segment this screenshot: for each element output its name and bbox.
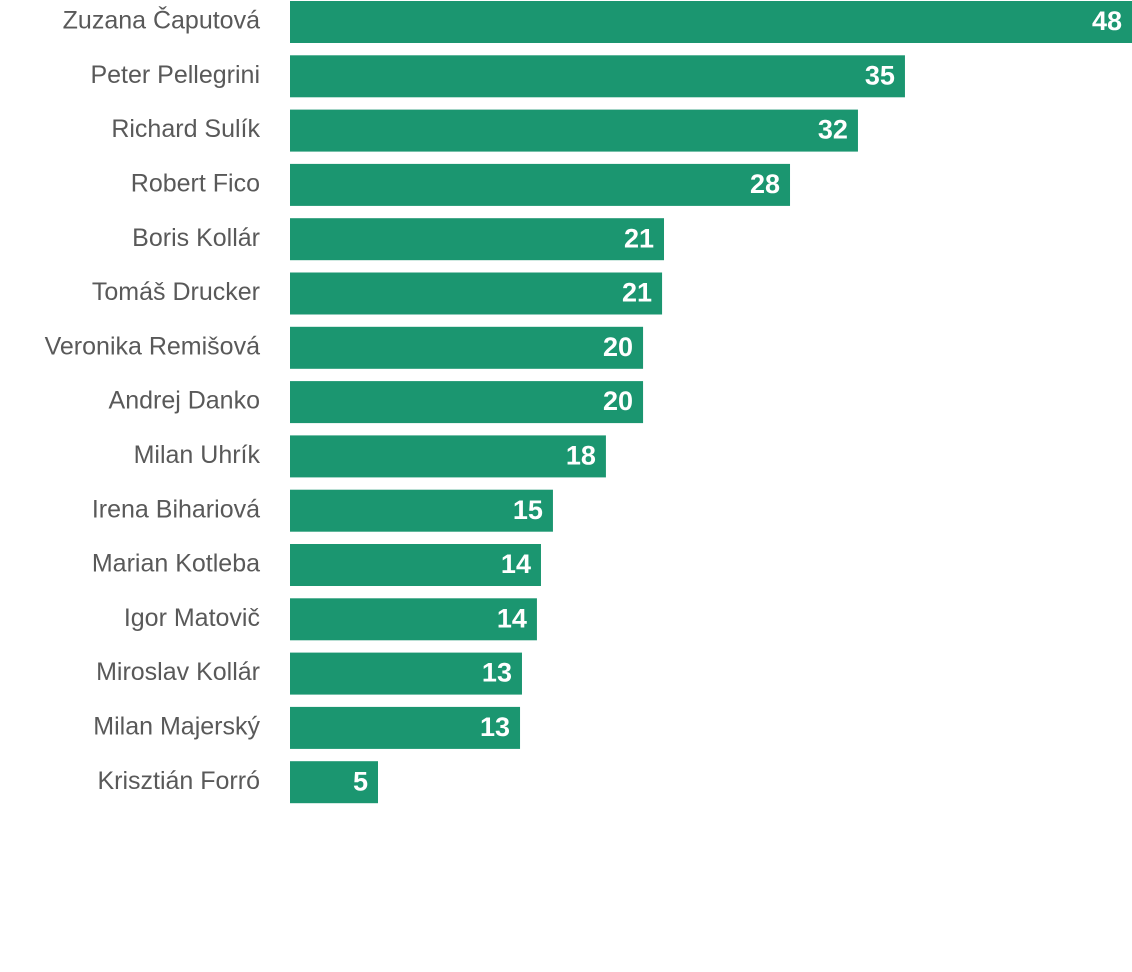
category-label: Andrej Danko [109,387,260,415]
category-label: Miroslav Kollár [96,658,260,686]
category-label: Irena Bihariová [92,495,260,523]
category-label: Veronika Remišová [45,332,260,360]
value-label: 21 [624,223,654,253]
category-label: Krisztián Forró [97,767,260,795]
bar [290,109,858,152]
value-label: 48 [1092,6,1122,36]
value-label: 32 [818,115,848,145]
bar [290,218,665,261]
bar [290,652,522,695]
category-label: Richard Sulík [111,115,260,143]
value-label: 35 [865,60,895,90]
bar [290,489,553,532]
category-label: Tomáš Drucker [92,278,260,306]
bar [290,544,541,586]
value-label: 21 [622,278,652,308]
category-label: Milan Uhrík [134,441,261,469]
value-label: 20 [603,332,633,362]
value-label: 28 [750,169,780,199]
bar [290,1,1132,43]
bar [290,706,521,749]
value-label: 15 [513,495,543,525]
bar [290,163,791,206]
bar [290,326,644,369]
category-label: Marian Kotleba [92,550,260,578]
value-label: 14 [501,549,531,579]
value-label: 13 [482,658,512,688]
value-label: 5 [353,766,368,796]
category-label: Milan Majerský [93,713,260,741]
bar [290,55,905,98]
value-label: 13 [480,712,510,742]
category-label: Robert Fico [131,170,260,198]
value-label: 20 [603,386,633,416]
category-label: Peter Pellegrini [90,61,260,89]
value-label: 18 [566,441,596,471]
value-label: 14 [497,603,527,633]
category-label: Igor Matovič [124,604,260,632]
category-label: Zuzana Čaputová [63,6,260,35]
category-label: Boris Kollár [132,224,260,252]
bar [290,272,663,315]
bar [290,598,537,641]
bar [290,435,606,478]
bar [290,761,379,804]
bar [290,381,644,424]
